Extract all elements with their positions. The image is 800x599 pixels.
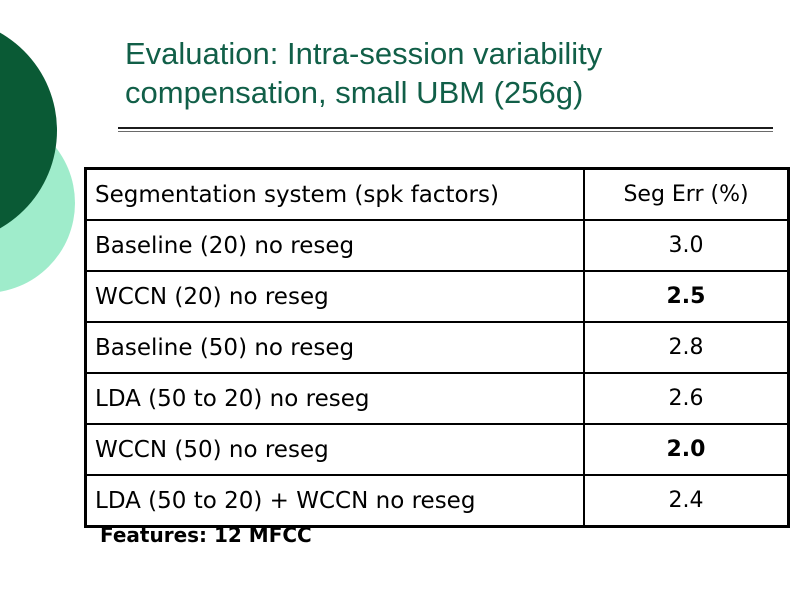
system-cell: LDA (50 to 20) + WCCN no reseg: [84, 474, 585, 528]
table-header-row: Segmentation system (spk factors) Seg Er…: [84, 167, 790, 221]
seg-err-cell: 3.0: [583, 219, 790, 272]
slide-title-line1: Evaluation: Intra-session variability: [125, 36, 603, 71]
table-row: WCCN (50) no reseg 2.0: [84, 423, 790, 476]
system-cell: Baseline (50) no reseg: [84, 321, 585, 374]
system-cell: LDA (50 to 20) no reseg: [84, 372, 585, 425]
system-cell: WCCN (20) no reseg: [84, 270, 585, 323]
slide-title-line2: compensation, small UBM (256g): [125, 75, 584, 110]
column-header-seg-err: Seg Err (%): [583, 167, 790, 221]
seg-err-cell: 2.6: [583, 372, 790, 425]
system-cell: WCCN (50) no reseg: [84, 423, 585, 476]
seg-err-cell: 2.5: [583, 270, 790, 323]
table-row: LDA (50 to 20) no reseg 2.6: [84, 372, 790, 425]
column-header-system: Segmentation system (spk factors): [84, 167, 585, 221]
table-row: LDA (50 to 20) + WCCN no reseg 2.4: [84, 474, 790, 528]
slide-title: Evaluation: Intra-session variability co…: [125, 34, 775, 112]
features-note: Features: 12 MFCC: [100, 523, 312, 547]
title-divider-rule: [118, 127, 773, 132]
table-row: WCCN (20) no reseg 2.5: [84, 270, 790, 323]
results-table: Segmentation system (spk factors) Seg Er…: [84, 167, 790, 528]
seg-err-cell: 2.4: [583, 474, 790, 528]
table-row: Baseline (20) no reseg 3.0: [84, 219, 790, 272]
system-cell: Baseline (20) no reseg: [84, 219, 585, 272]
seg-err-cell: 2.8: [583, 321, 790, 374]
seg-err-cell: 2.0: [583, 423, 790, 476]
table-row: Baseline (50) no reseg 2.8: [84, 321, 790, 374]
